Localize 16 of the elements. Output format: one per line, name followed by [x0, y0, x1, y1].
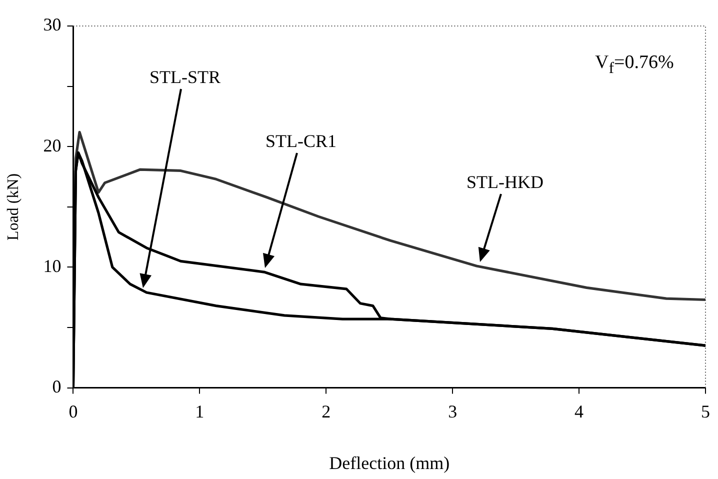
x-tick-label: 0 [68, 401, 78, 422]
y-tick-label: 0 [52, 376, 62, 397]
x-tick-label: 1 [195, 401, 204, 422]
y-axis-title: Load (kN) [4, 173, 22, 240]
x-tick-label: 5 [701, 401, 710, 422]
y-tick-label: 30 [43, 14, 62, 35]
annotation: STL-CR1 [265, 131, 337, 151]
y-tick-label: 20 [43, 135, 62, 156]
annotation: V$_{f}$=0.76% [595, 52, 674, 78]
x-axis-title: Deflection (mm) [329, 452, 450, 473]
x-tick-label: 3 [448, 401, 458, 422]
y-tick-label: 10 [43, 256, 62, 276]
x-tick-label: 4 [574, 401, 584, 422]
annotation: STL-HKD [466, 172, 544, 192]
annotation: STL-STR [149, 67, 221, 87]
x-tick-label: 2 [322, 401, 331, 422]
